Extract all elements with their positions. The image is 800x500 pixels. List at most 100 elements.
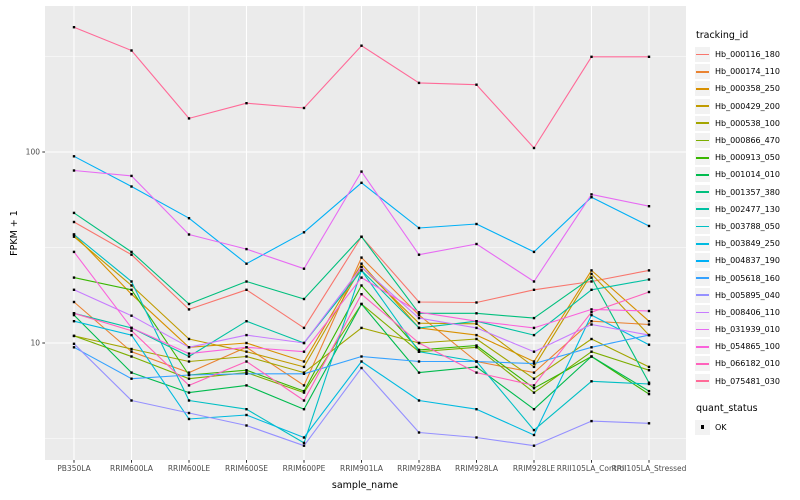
legend-entry-label: Hb_005895_040 (715, 290, 780, 300)
data-point (647, 55, 651, 58)
data-point (302, 389, 306, 393)
data-point (245, 320, 248, 323)
legend-key (695, 64, 710, 80)
data-point (72, 26, 76, 29)
legend-key (695, 236, 710, 252)
data-point (360, 293, 363, 296)
data-point (360, 269, 363, 272)
data-point (302, 360, 306, 363)
data-point (245, 102, 248, 105)
x-tick-label: RRIM600SE (225, 464, 268, 473)
legend-key-line (696, 259, 709, 262)
data-point (532, 377, 536, 380)
data-point (532, 316, 536, 320)
data-point (475, 333, 478, 337)
data-point (532, 428, 536, 432)
quant-status-label: OK (715, 422, 727, 432)
data-point (590, 288, 593, 291)
data-point (360, 44, 363, 47)
legend-entry-label: Hb_000358_250 (715, 84, 780, 94)
x-tick-label: RRIM600LA (110, 464, 154, 473)
legend-key-line (696, 345, 709, 348)
data-point (130, 333, 133, 337)
data-point (245, 280, 248, 283)
data-point (647, 343, 651, 346)
legend-entry: Hb_002477_130 (695, 201, 799, 218)
data-point (475, 322, 478, 325)
data-point (245, 360, 248, 363)
data-point (590, 55, 593, 58)
legend-key-line (696, 294, 709, 297)
data-point (475, 408, 478, 411)
data-point (72, 250, 76, 254)
legend-key-line (696, 225, 709, 228)
data-point (302, 350, 306, 353)
data-point (72, 320, 76, 323)
legend-entry: Hb_008406_110 (695, 304, 799, 321)
data-point (417, 226, 421, 230)
data-point (532, 146, 536, 150)
data-point (302, 231, 306, 234)
legend-key-line (696, 53, 709, 56)
data-point (417, 311, 421, 314)
legend-key-line (696, 380, 709, 383)
minor-gridlines (45, 56, 686, 439)
data-point (532, 326, 536, 330)
data-point (647, 269, 651, 272)
legend-entry: Hb_001357_380 (695, 184, 799, 201)
legend-entry-label: Hb_054865_100 (715, 342, 780, 352)
data-point (130, 329, 133, 332)
data-point (187, 360, 191, 363)
legend-key-line (696, 70, 709, 73)
data-point (590, 323, 593, 326)
legend-entry: Hb_000866_470 (695, 132, 799, 149)
data-point (532, 444, 536, 447)
data-point (130, 377, 133, 380)
data-point (245, 408, 248, 411)
data-point (360, 276, 363, 279)
legend-entry: Hb_004837_190 (695, 252, 799, 269)
legend-entry: Hb_054865_100 (695, 338, 799, 355)
data-point (187, 308, 191, 311)
quant-status-entry: OK (695, 419, 799, 436)
data-point (302, 444, 306, 447)
data-point (130, 355, 133, 358)
legend-entry-label: Hb_001014_010 (715, 170, 780, 180)
legend-key (695, 287, 710, 303)
data-point (647, 382, 651, 386)
data-point (417, 253, 421, 256)
data-point (475, 346, 478, 349)
data-point (532, 387, 536, 390)
legend-entry: Hb_000358_250 (695, 80, 799, 97)
data-point (130, 371, 133, 374)
data-point (302, 297, 306, 301)
data-point (475, 242, 478, 246)
data-point (130, 284, 133, 287)
tracking-id-legend-entries: Hb_000116_180 Hb_000174_110 Hb_000358_250 H… (695, 46, 799, 390)
data-point (72, 312, 76, 315)
data-point (245, 346, 248, 349)
data-point (187, 384, 191, 387)
data-point (417, 316, 421, 320)
data-point (187, 117, 191, 120)
legend-key-line (696, 242, 709, 245)
data-point (417, 350, 421, 353)
data-point (417, 322, 421, 325)
data-point (360, 262, 363, 265)
data-point (647, 369, 651, 372)
data-point (532, 408, 536, 411)
data-point (475, 312, 478, 315)
axes: 10 100 PB350LA RRIM600LA RRIM600LE RRIM600SE R… (26, 148, 687, 473)
legend-entry-label: Hb_000538_100 (715, 118, 780, 128)
data-point (187, 352, 191, 355)
data-point (72, 276, 76, 279)
legend-key (695, 47, 710, 63)
legend-entry: Hb_003788_050 (695, 218, 799, 235)
legend-key (695, 304, 710, 320)
legend-entry: Hb_005618_160 (695, 269, 799, 286)
data-point (647, 278, 651, 281)
legend-entry: Hb_003849_250 (695, 235, 799, 252)
data-point (130, 347, 133, 351)
data-point (245, 424, 248, 427)
